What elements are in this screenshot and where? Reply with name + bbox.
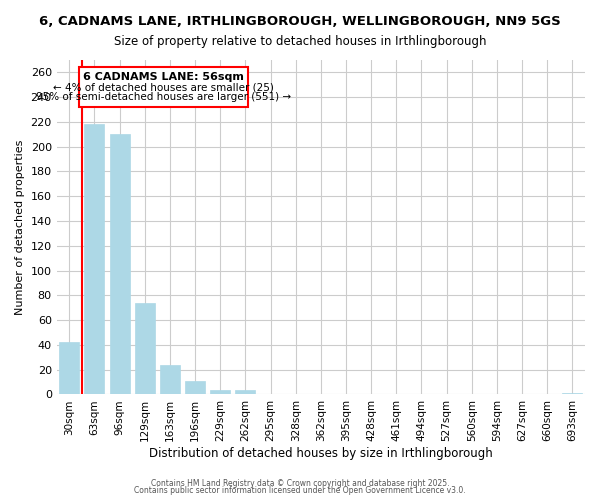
Bar <box>110 134 130 394</box>
Y-axis label: Number of detached properties: Number of detached properties <box>15 140 25 315</box>
Text: Contains HM Land Registry data © Crown copyright and database right 2025.: Contains HM Land Registry data © Crown c… <box>151 478 449 488</box>
Bar <box>562 393 583 394</box>
Bar <box>210 390 230 394</box>
Text: 6 CADNAMS LANE: 56sqm: 6 CADNAMS LANE: 56sqm <box>83 72 244 83</box>
X-axis label: Distribution of detached houses by size in Irthlingborough: Distribution of detached houses by size … <box>149 447 493 460</box>
FancyBboxPatch shape <box>79 68 248 107</box>
Bar <box>59 342 79 394</box>
Text: 6, CADNAMS LANE, IRTHLINGBOROUGH, WELLINGBOROUGH, NN9 5GS: 6, CADNAMS LANE, IRTHLINGBOROUGH, WELLIN… <box>39 15 561 28</box>
Text: Size of property relative to detached houses in Irthlingborough: Size of property relative to detached ho… <box>114 35 486 48</box>
Text: ← 4% of detached houses are smaller (25): ← 4% of detached houses are smaller (25) <box>53 82 274 92</box>
Bar <box>85 124 104 394</box>
Text: 95% of semi-detached houses are larger (551) →: 95% of semi-detached houses are larger (… <box>36 92 291 102</box>
Text: Contains public sector information licensed under the Open Government Licence v3: Contains public sector information licen… <box>134 486 466 495</box>
Bar <box>185 381 205 394</box>
Bar <box>235 390 256 394</box>
Bar <box>160 364 180 394</box>
Bar <box>134 303 155 394</box>
